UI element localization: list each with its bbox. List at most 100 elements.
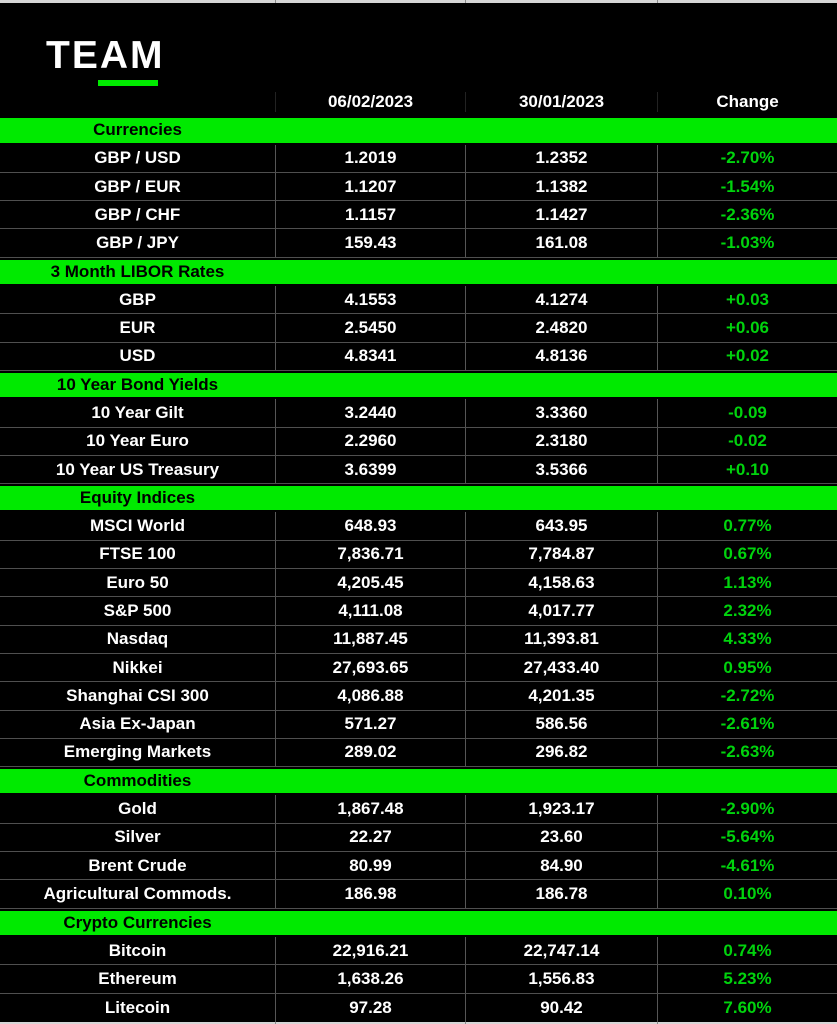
value-current: 3.2440 bbox=[275, 399, 465, 427]
value-previous: 84.90 bbox=[465, 852, 657, 880]
table-row: Nasdaq 11,887.45 11,393.81 4.33% bbox=[0, 625, 837, 654]
value-previous: 4,017.77 bbox=[465, 597, 657, 625]
value-current: 159.43 bbox=[275, 229, 465, 257]
column-tick bbox=[657, 1021, 658, 1024]
row-label: Shanghai CSI 300 bbox=[66, 685, 209, 705]
bottom-edge-strip bbox=[0, 1021, 837, 1024]
value-previous: 90.42 bbox=[465, 993, 657, 1022]
column-tick bbox=[657, 0, 658, 3]
change-value: 2.32% bbox=[657, 597, 837, 625]
value-previous: 1,923.17 bbox=[465, 795, 657, 823]
value-current: 11,887.45 bbox=[275, 625, 465, 653]
row-label: Brent Crude bbox=[88, 855, 187, 875]
value-previous: 11,393.81 bbox=[465, 625, 657, 653]
value-previous: 3.3360 bbox=[465, 399, 657, 427]
table-row: GBP / CHF 1.1157 1.1427 -2.36% bbox=[0, 201, 837, 230]
market-table: 06/02/2023 30/01/2023 Change Currencies … bbox=[0, 88, 837, 1022]
value-current: 186.98 bbox=[275, 880, 465, 908]
value-previous: 1.1382 bbox=[465, 172, 657, 201]
change-value: +0.02 bbox=[657, 342, 837, 370]
value-current: 97.28 bbox=[275, 993, 465, 1022]
table-row: 10 Year Euro 2.2960 2.3180 -0.02 bbox=[0, 427, 837, 456]
value-current: 648.93 bbox=[275, 512, 465, 540]
change-value: +0.03 bbox=[657, 286, 837, 314]
value-previous: 2.3180 bbox=[465, 427, 657, 455]
row-label: Nikkei bbox=[112, 657, 163, 677]
value-previous: 23.60 bbox=[465, 823, 657, 852]
row-label: Euro 50 bbox=[106, 572, 169, 592]
change-value: 0.67% bbox=[657, 540, 837, 569]
value-previous: 27,433.40 bbox=[465, 653, 657, 682]
value-previous: 3.5366 bbox=[465, 455, 657, 484]
value-current: 571.27 bbox=[275, 710, 465, 738]
row-label: MSCI World bbox=[89, 516, 186, 536]
change-value: -2.70% bbox=[657, 144, 837, 172]
column-tick bbox=[465, 0, 466, 3]
value-previous: 1.1427 bbox=[465, 201, 657, 229]
team-logo: TEAM bbox=[46, 34, 165, 77]
value-current: 27,693.65 bbox=[275, 653, 465, 682]
value-previous: 1.2352 bbox=[465, 144, 657, 172]
change-value: 0.95% bbox=[657, 653, 837, 682]
value-previous: 296.82 bbox=[465, 738, 657, 767]
value-current: 1.2019 bbox=[275, 144, 465, 172]
section-header-row: 10 Year Bond Yields bbox=[0, 370, 837, 400]
change-value: +0.10 bbox=[657, 455, 837, 484]
value-previous: 1,556.83 bbox=[465, 965, 657, 993]
table-row: Asia Ex-Japan 571.27 586.56 -2.61% bbox=[0, 710, 837, 739]
change-value: 7.60% bbox=[657, 993, 837, 1022]
column-tick bbox=[275, 1021, 276, 1024]
section-label: Commodities bbox=[83, 771, 192, 791]
column-header-date-current: 06/02/2023 bbox=[275, 92, 465, 113]
row-label: GBP bbox=[119, 289, 156, 309]
change-value: -1.54% bbox=[657, 172, 837, 201]
section-label: 10 Year Bond Yields bbox=[56, 374, 219, 394]
value-current: 22,916.21 bbox=[275, 936, 465, 965]
row-label: Bitcoin bbox=[108, 940, 167, 960]
value-current: 4.8341 bbox=[275, 342, 465, 370]
change-value: -1.03% bbox=[657, 229, 837, 257]
change-value: 0.77% bbox=[657, 512, 837, 540]
value-previous: 186.78 bbox=[465, 880, 657, 908]
table-row: S&P 500 4,111.08 4,017.77 2.32% bbox=[0, 597, 837, 626]
change-value: 1.13% bbox=[657, 569, 837, 597]
row-label: FTSE 100 bbox=[99, 544, 176, 564]
table-row: EUR 2.5450 2.4820 +0.06 bbox=[0, 314, 837, 343]
value-current: 22.27 bbox=[275, 823, 465, 852]
change-value: +0.06 bbox=[657, 314, 837, 342]
value-previous: 4,158.63 bbox=[465, 569, 657, 597]
value-current: 1.1207 bbox=[275, 172, 465, 201]
logo-underline-accent bbox=[98, 80, 158, 86]
row-label: GBP / JPY bbox=[96, 233, 179, 253]
change-value: 0.74% bbox=[657, 936, 837, 965]
row-label: Emerging Markets bbox=[63, 742, 212, 762]
value-current: 4,086.88 bbox=[275, 682, 465, 710]
section-header-row: Crypto Currencies bbox=[0, 908, 837, 937]
change-value: -2.36% bbox=[657, 201, 837, 229]
table-row: Bitcoin 22,916.21 22,747.14 0.74% bbox=[0, 936, 837, 966]
table-row: FTSE 100 7,836.71 7,784.87 0.67% bbox=[0, 540, 837, 570]
table-row: GBP / USD 1.2019 1.2352 -2.70% bbox=[0, 144, 837, 173]
table-row: Silver 22.27 23.60 -5.64% bbox=[0, 823, 837, 853]
table-row: GBP / JPY 159.43 161.08 -1.03% bbox=[0, 229, 837, 258]
row-label: USD bbox=[119, 346, 156, 366]
value-previous: 643.95 bbox=[465, 512, 657, 540]
table-row: 10 Year US Treasury 3.6399 3.5366 +0.10 bbox=[0, 455, 837, 485]
value-current: 4,205.45 bbox=[275, 569, 465, 597]
value-current: 1,638.26 bbox=[275, 965, 465, 993]
table-row: Brent Crude 80.99 84.90 -4.61% bbox=[0, 852, 837, 881]
table-row: Litecoin 97.28 90.42 7.60% bbox=[0, 993, 837, 1022]
table-row: GBP 4.1553 4.1274 +0.03 bbox=[0, 286, 837, 315]
value-current: 1.1157 bbox=[275, 201, 465, 229]
value-current: 80.99 bbox=[275, 852, 465, 880]
top-edge-strip bbox=[0, 0, 837, 3]
header-logo-area: TEAM bbox=[0, 3, 837, 88]
row-label: Nasdaq bbox=[106, 629, 169, 649]
value-previous: 586.56 bbox=[465, 710, 657, 738]
table-row: Nikkei 27,693.65 27,433.40 0.95% bbox=[0, 653, 837, 683]
value-previous: 4.1274 bbox=[465, 286, 657, 314]
column-header-date-previous: 30/01/2023 bbox=[465, 92, 657, 113]
row-label: GBP / USD bbox=[94, 148, 181, 168]
value-previous: 7,784.87 bbox=[465, 540, 657, 569]
table-row: USD 4.8341 4.8136 +0.02 bbox=[0, 342, 837, 371]
